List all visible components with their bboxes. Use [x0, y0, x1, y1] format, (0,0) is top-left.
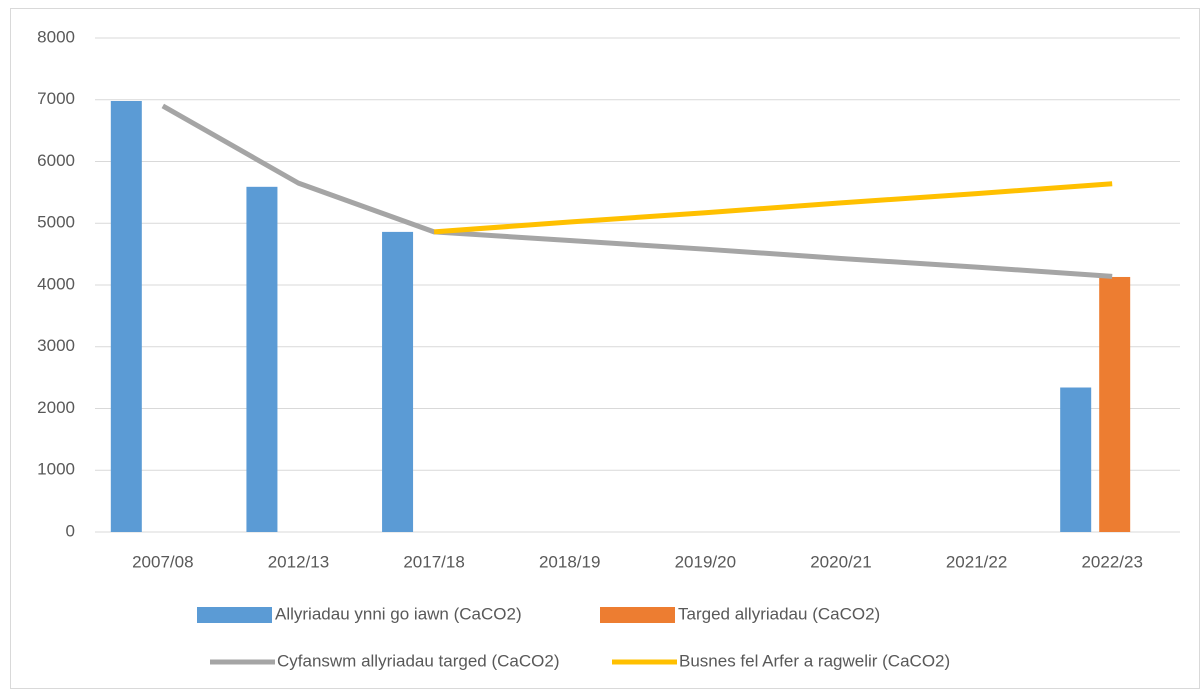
bar — [110, 100, 142, 533]
x-tick-label: 2007/08 — [132, 552, 193, 571]
x-tick-label: 2020/21 — [810, 552, 871, 571]
x-tick-label: 2022/23 — [1081, 552, 1142, 571]
legend-label: Busnes fel Arfer a ragwelir (CaCO2) — [679, 651, 950, 670]
y-tick-label: 8000 — [37, 27, 75, 46]
line — [161, 103, 1113, 279]
y-tick-label: 0 — [66, 521, 75, 540]
y-tick-label: 3000 — [37, 336, 75, 355]
x-tick-label: 2021/22 — [946, 552, 1007, 571]
x-tick-label: 2018/19 — [539, 552, 600, 571]
chart-border — [10, 8, 1200, 689]
x-tick-label: 2012/13 — [268, 552, 329, 571]
bar — [246, 186, 278, 532]
x-tick-label: 2017/18 — [403, 552, 464, 571]
y-tick-label: 7000 — [37, 89, 75, 108]
legend-label: Allyriadau ynni go iawn (CaCO2) — [275, 604, 522, 623]
bar — [1060, 387, 1092, 532]
bar — [382, 231, 414, 532]
bar — [1099, 276, 1131, 532]
y-tick-label: 6000 — [37, 151, 75, 170]
y-tick-label: 5000 — [37, 213, 75, 232]
legend-label: Targed allyriadau (CaCO2) — [678, 604, 880, 623]
line — [433, 181, 1113, 235]
legend-label: Cyfanswm allyriadau targed (CaCO2) — [277, 651, 560, 670]
y-tick-label: 2000 — [37, 398, 75, 417]
y-tick-label: 4000 — [37, 274, 75, 293]
x-tick-label: 2019/20 — [675, 552, 736, 571]
legend-swatch — [600, 607, 675, 623]
legend-swatch — [197, 607, 272, 623]
y-tick-label: 1000 — [37, 460, 75, 479]
